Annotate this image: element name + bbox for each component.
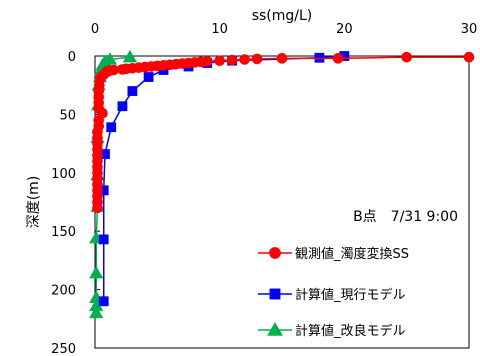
- series-layer: [89, 49, 475, 319]
- data-point-square: [106, 122, 117, 133]
- legend-marker: [269, 288, 281, 300]
- data-point-triangle: [122, 49, 138, 63]
- data-point-square: [117, 101, 128, 112]
- series-line-square: [102, 55, 345, 302]
- legend-marker: [267, 321, 283, 336]
- legend-item-square: 計算値_現行モデル: [258, 287, 406, 303]
- data-point-circle: [239, 54, 250, 65]
- y-tick-label: 0: [68, 50, 76, 65]
- y-tick-label: 150: [51, 225, 76, 240]
- time-annotation: B点 7/31 9:00: [353, 209, 458, 225]
- plot-area: [94, 55, 470, 349]
- legend-label: 計算値_現行モデル: [295, 287, 406, 303]
- data-point-square: [98, 234, 109, 245]
- y-axis-ticks: 0 50 100 150 200 250: [51, 50, 100, 356]
- legend-label: 計算値_改良モデル: [295, 323, 406, 339]
- legend-label: 観測値_濁度変換SS: [295, 246, 409, 262]
- x-axis-ticks: 0 10 20 30: [91, 22, 477, 61]
- data-point-circle: [226, 54, 238, 66]
- x-tick-label: 10: [211, 22, 228, 37]
- data-point-circle: [214, 55, 225, 66]
- data-point-circle: [401, 51, 412, 63]
- data-point-circle: [117, 64, 128, 75]
- data-point-circle: [276, 53, 288, 64]
- data-point-square: [98, 296, 109, 307]
- data-point-circle: [251, 53, 263, 65]
- y-tick-label: 200: [51, 284, 76, 299]
- data-point-square: [143, 72, 154, 82]
- y-tick-label: 250: [51, 342, 76, 356]
- data-point-triangle: [89, 266, 104, 279]
- plot-frame: [94, 55, 470, 349]
- data-point-square: [127, 86, 138, 96]
- data-point-triangle: [89, 305, 104, 319]
- y-tick-label: 100: [51, 167, 76, 182]
- data-point-circle: [92, 202, 103, 214]
- x-tick-label: 20: [336, 22, 353, 37]
- x-tick-label: 0: [91, 22, 99, 37]
- data-point-circle: [332, 53, 344, 64]
- x-axis-title: ss(mg/L): [252, 8, 313, 24]
- y-axis-title: 深度(m): [26, 176, 42, 229]
- x-tick-label: 30: [461, 22, 478, 37]
- series-circle: [92, 51, 475, 214]
- legend-marker: [269, 247, 281, 259]
- legend-item-circle: 観測値_濁度変換SS: [258, 246, 409, 262]
- legend-item-triangle: 計算値_改良モデル: [258, 321, 406, 339]
- series-square: [98, 51, 350, 307]
- data-point-circle: [463, 51, 475, 63]
- y-tick-label: 50: [59, 108, 76, 123]
